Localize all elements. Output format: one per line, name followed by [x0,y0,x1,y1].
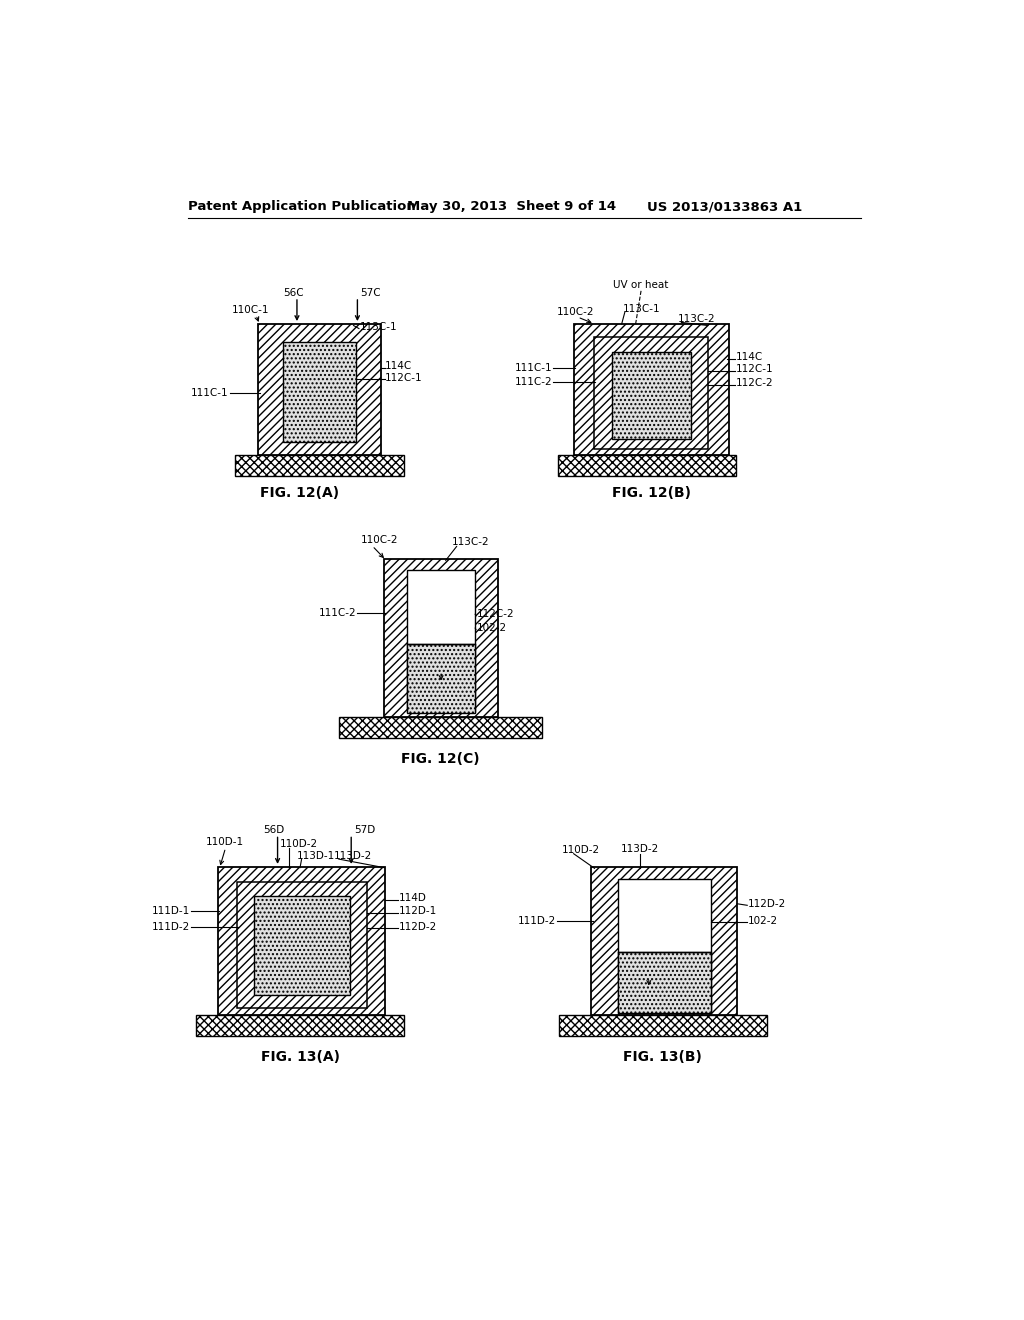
Bar [558,455,736,477]
Text: 115D-2: 115D-2 [623,961,660,970]
Text: 113D-2: 113D-2 [334,851,372,861]
Text: 111D-2: 111D-2 [517,916,556,925]
Bar [283,342,356,442]
Bar [218,867,385,1015]
Text: 111C-2: 111C-2 [319,607,356,618]
Text: 102-2: 102-2 [748,916,778,925]
Bar [617,952,711,1014]
Bar [594,337,709,449]
Bar [197,1015,403,1036]
Bar [339,717,542,738]
Text: 111D-2: 111D-2 [152,921,190,932]
Text: 114C: 114C [735,352,763,362]
Bar [611,352,690,438]
Text: 110C-1: 110C-1 [231,305,269,315]
Text: FIG. 13(A): FIG. 13(A) [260,1049,340,1064]
Text: 57C: 57C [360,288,381,298]
Bar [573,323,729,455]
Bar [258,323,381,455]
Text: 111D-1: 111D-1 [152,907,190,916]
Text: 113C-2: 113C-2 [678,314,716,323]
Text: 114C: 114C [385,362,413,371]
Text: 110D-1: 110D-1 [206,837,244,847]
Text: 112C-1: 112C-1 [385,372,423,383]
Bar [617,879,711,1014]
Bar [237,882,367,1008]
Text: UV or heat: UV or heat [613,280,669,290]
Text: Patent Application Publication: Patent Application Publication [188,201,416,214]
Text: 113D-2: 113D-2 [621,843,658,854]
Text: 114D: 114D [399,892,427,903]
Text: 110C-2: 110C-2 [557,308,594,317]
Text: 56D: 56D [263,825,284,834]
Text: FIG. 12(B): FIG. 12(B) [611,486,690,500]
Text: 112D-2: 112D-2 [748,899,786,908]
Text: 110D-2: 110D-2 [562,845,600,855]
Bar [559,1015,767,1036]
Text: 56C: 56C [283,288,304,298]
Text: 113C-1: 113C-1 [359,322,397,333]
Text: US 2013/0133863 A1: US 2013/0133863 A1 [647,201,803,214]
Bar [384,558,499,717]
Text: 112D-2: 112D-2 [399,921,437,932]
Text: 111C-2: 111C-2 [515,376,553,387]
Text: 113C-2: 113C-2 [452,537,489,546]
Text: 102-2: 102-2 [477,623,507,634]
Text: 112C-2: 112C-2 [735,379,773,388]
Text: 113D-1: 113D-1 [297,851,335,861]
Bar [407,644,475,713]
Text: May 30, 2013  Sheet 9 of 14: May 30, 2013 Sheet 9 of 14 [407,201,616,214]
Text: 57D: 57D [354,825,376,834]
Text: FIG. 12(C): FIG. 12(C) [401,752,479,766]
Bar [407,570,475,711]
Text: 110D-2: 110D-2 [280,838,318,849]
Text: 111C-1: 111C-1 [191,388,228,399]
Bar [254,896,349,995]
Text: 112D-1: 112D-1 [399,907,437,916]
Text: FIG. 13(B): FIG. 13(B) [624,1049,702,1064]
Bar [234,455,403,477]
Bar [592,867,737,1015]
Text: 112C-2: 112C-2 [477,610,514,619]
Text: 113C-1: 113C-1 [623,304,660,314]
Text: 110C-2: 110C-2 [360,536,398,545]
Text: 111C-1: 111C-1 [515,363,553,372]
Text: 112C-1: 112C-1 [735,364,773,375]
Text: FIG. 12(A): FIG. 12(A) [260,486,340,500]
Text: 115C-2: 115C-2 [411,652,449,663]
